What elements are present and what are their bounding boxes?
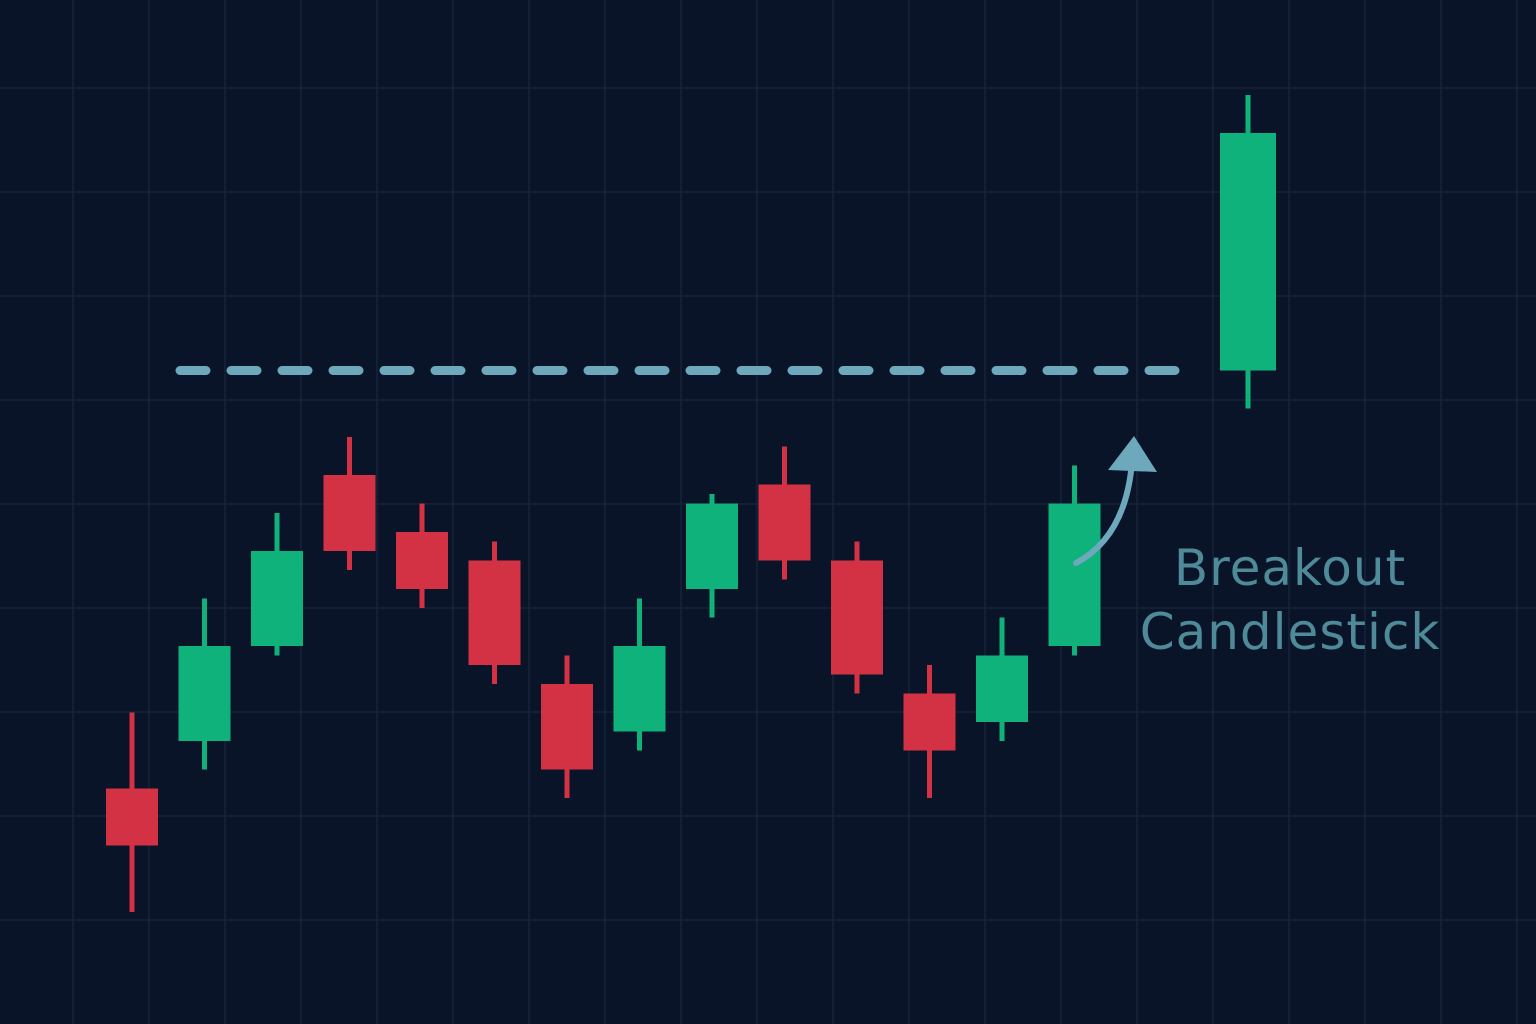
bearish-candle — [396, 503, 448, 608]
candles — [106, 95, 1276, 912]
candle-body — [613, 646, 666, 732]
candle-body — [396, 532, 448, 589]
candle-body — [541, 684, 593, 770]
bullish-candle — [976, 617, 1028, 741]
bullish-candle — [251, 513, 303, 656]
bullish-candle — [613, 598, 666, 751]
bearish-candle — [831, 541, 883, 694]
breakout-annotation: Breakout Candlestick — [1120, 536, 1460, 664]
candle-body — [1220, 133, 1276, 371]
candle-body — [468, 560, 521, 665]
bearish-candle — [541, 655, 593, 798]
bearish-candle — [468, 541, 521, 684]
annotation-line-1: Breakout — [1173, 539, 1407, 597]
candle-body — [323, 475, 376, 551]
bearish-candle — [903, 665, 956, 798]
candle-body — [903, 693, 956, 751]
candle-body — [1048, 503, 1101, 646]
annotation-line-2: Candlestick — [1139, 603, 1441, 661]
bearish-candle — [758, 446, 811, 580]
bullish-candle — [686, 494, 738, 618]
bullish-candle — [1220, 95, 1276, 409]
arrow-head — [1108, 436, 1157, 472]
bearish-candle — [323, 437, 376, 570]
candle-body — [178, 646, 231, 741]
candle-body — [976, 655, 1028, 722]
candle-body — [251, 551, 303, 646]
candle-body — [686, 503, 738, 589]
arrow-shaft — [1073, 459, 1135, 566]
candle-body — [831, 560, 883, 675]
arrow-layer — [1073, 436, 1157, 566]
bearish-candle — [106, 712, 158, 912]
candle-body — [758, 484, 811, 561]
bullish-candle — [178, 598, 231, 770]
candle-body — [106, 788, 158, 846]
